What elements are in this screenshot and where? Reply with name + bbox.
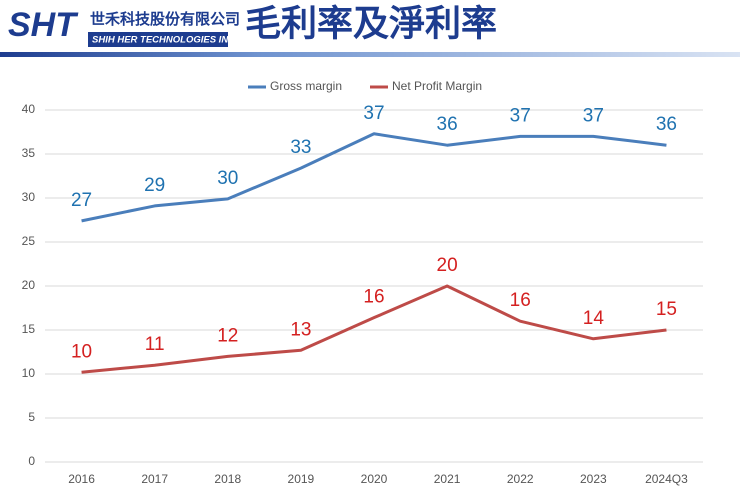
series-line [81,132,667,223]
x-tick-label: 2017 [141,472,168,486]
company-en-bg [88,32,228,47]
y-tick-label: 30 [22,190,36,204]
y-tick-label: 15 [22,322,36,336]
data-label: 27 [71,190,92,211]
x-tick-label: 2020 [361,472,388,486]
legend-label: Net Profit Margin [392,79,482,93]
data-label: 11 [145,334,165,355]
header-rule [0,52,740,57]
x-tick-label: 2016 [68,472,95,486]
y-tick-label: 10 [22,366,36,380]
data-label: 12 [217,325,238,346]
data-label: 30 [217,168,238,189]
data-label: 16 [363,287,384,308]
data-label: 37 [363,103,384,124]
data-label: 14 [583,308,605,329]
y-tick-label: 40 [22,102,36,116]
y-tick-label: 20 [22,278,36,292]
data-label: 16 [510,290,531,311]
series-line [81,284,667,374]
data-label: 33 [290,137,311,158]
x-tick-label: 2019 [288,472,315,486]
data-label: 36 [437,114,458,135]
data-label: 37 [510,105,531,126]
x-tick-label: 2018 [214,472,241,486]
company-en: SHIH HER TECHNOLOGIES INC. [92,35,238,46]
x-tick-label: 2023 [580,472,607,486]
y-tick-label: 35 [22,146,36,160]
legend-label: Gross margin [270,79,342,93]
data-label: 37 [583,105,604,126]
x-tick-label: 2022 [507,472,534,486]
data-label: 10 [71,341,92,362]
y-tick-label: 0 [28,454,35,468]
data-label: 29 [144,175,165,196]
slide-title: 毛利率及淨利率 [245,3,497,44]
data-label: 36 [656,114,677,135]
company-zh: 世禾科技股份有限公司 [90,10,240,28]
x-tick-label: 2024Q3 [645,472,688,486]
logo: SHT [8,6,79,44]
y-tick-label: 5 [28,410,35,424]
x-tick-label: 2021 [434,472,461,486]
y-tick-label: 25 [22,234,36,248]
data-label: 20 [437,255,458,276]
data-label: 13 [290,319,311,340]
data-label: 15 [656,299,677,320]
